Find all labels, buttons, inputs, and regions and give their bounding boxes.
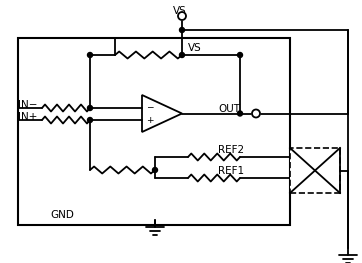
Circle shape: [237, 111, 243, 116]
Text: IN−: IN−: [18, 100, 38, 110]
Bar: [290, 148, 340, 193]
Text: OUT: OUT: [218, 104, 240, 114]
Circle shape: [152, 168, 157, 173]
Bar: [18, 38, 290, 225]
Circle shape: [88, 105, 93, 110]
Text: +: +: [146, 116, 153, 125]
Circle shape: [88, 53, 93, 58]
Text: REF2: REF2: [218, 145, 244, 155]
Text: REF1: REF1: [218, 166, 244, 176]
Circle shape: [178, 12, 186, 20]
Circle shape: [180, 53, 185, 58]
Text: IN+: IN+: [18, 112, 37, 122]
Text: GND: GND: [50, 210, 74, 220]
Circle shape: [180, 28, 185, 33]
Circle shape: [252, 109, 260, 118]
Text: VS: VS: [188, 43, 202, 53]
Text: VS: VS: [173, 6, 187, 16]
Text: −: −: [146, 102, 153, 111]
Circle shape: [88, 118, 93, 123]
Circle shape: [237, 53, 243, 58]
